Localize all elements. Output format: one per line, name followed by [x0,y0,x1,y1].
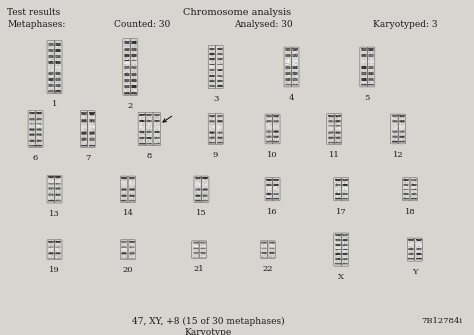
Text: 20: 20 [123,266,133,274]
Text: Chromosome analysis: Chromosome analysis [183,8,291,17]
Text: 7: 7 [85,154,91,162]
Text: 18: 18 [405,208,415,215]
Text: 7B12784i: 7B12784i [421,317,462,325]
Text: 6: 6 [33,154,38,162]
Text: 8: 8 [146,152,152,160]
Text: 12: 12 [393,151,403,158]
Text: 22: 22 [263,265,273,273]
Text: Karyotyped: 3: Karyotyped: 3 [373,20,438,29]
Text: Test results: Test results [7,8,60,17]
Text: 10: 10 [267,151,278,158]
Text: 11: 11 [329,151,339,159]
Text: Karyotype: Karyotype [185,328,232,335]
Text: 19: 19 [49,266,60,274]
Text: 3: 3 [213,95,219,103]
Text: Counted: 30: Counted: 30 [114,20,170,29]
Text: 9: 9 [213,151,219,159]
Text: 4: 4 [289,93,294,102]
Text: 14: 14 [123,209,133,217]
Text: 21: 21 [194,265,204,273]
Text: 2: 2 [128,102,133,110]
Text: X: X [338,273,344,281]
Text: 13: 13 [49,210,60,218]
Text: Metaphases:: Metaphases: [7,20,65,29]
Text: 1: 1 [52,100,57,108]
Text: 16: 16 [267,208,278,215]
Text: 17: 17 [336,208,346,215]
Text: 47, XY, +8 (15 of 30 metaphases): 47, XY, +8 (15 of 30 metaphases) [132,317,285,326]
Text: Y: Y [412,268,418,276]
Text: 5: 5 [365,93,370,102]
Text: 15: 15 [196,209,207,217]
Text: Analysed: 30: Analysed: 30 [234,20,292,29]
